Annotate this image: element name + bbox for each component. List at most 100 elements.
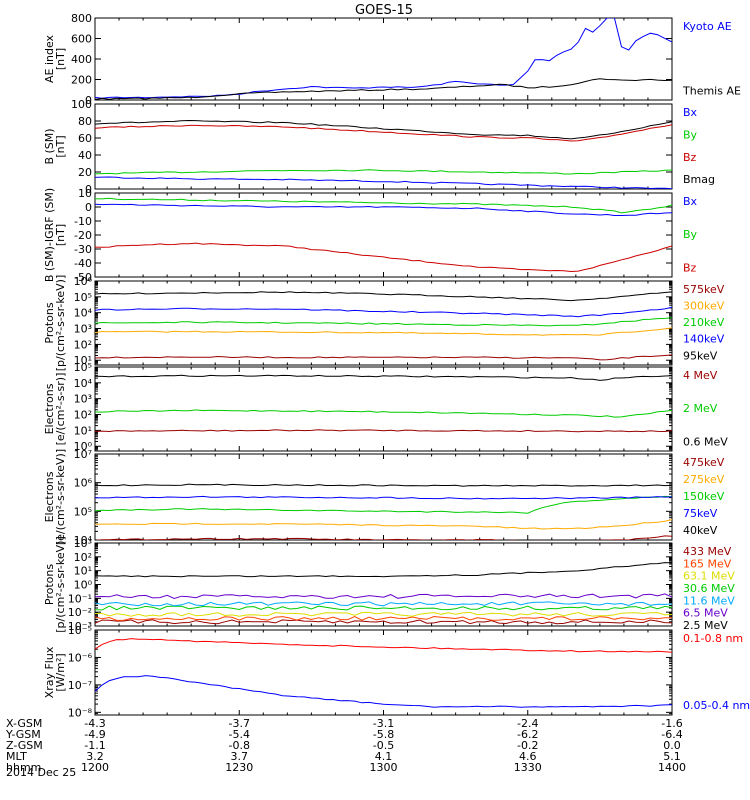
series-line-themis-ae xyxy=(95,78,672,100)
y-tick-label: 10⁰ xyxy=(74,579,93,592)
axis-row-value: 4.1 xyxy=(375,750,393,763)
legend-label: 6.5 MeV xyxy=(683,607,728,620)
axis-row-value: 1200 xyxy=(81,761,109,774)
axis-row-value: -5.8 xyxy=(373,728,394,741)
axis-row-value: -1.1 xyxy=(84,739,105,752)
series-line-63-1-mev xyxy=(95,611,672,617)
series-line-210kev xyxy=(95,317,672,327)
panel-ae: 0 200 400 600 800 AE index[nT] Kyoto AE Themis … xyxy=(43,12,741,107)
y-tick-label: 10⁻² xyxy=(68,606,92,619)
y-tick-label: 20 xyxy=(78,166,92,179)
axis-row-value: 5.1 xyxy=(663,750,681,763)
series-line-0-1-0-8-nm xyxy=(95,638,672,653)
y-axis-label: B (SM) xyxy=(43,128,56,164)
axis-row-value: -3.7 xyxy=(229,717,250,730)
legend-label: 150keV xyxy=(683,490,725,503)
y-tick-label: 10⁵ xyxy=(74,361,92,374)
legend-label: 75keV xyxy=(683,507,718,520)
y-tick-label: 10⁻³ xyxy=(68,620,92,633)
axis-row-label: Y-GSM xyxy=(5,728,41,741)
plot-title: GOES-15 xyxy=(355,3,413,18)
y-axis-label: Protons xyxy=(43,564,56,605)
legend-label: 0.1-0.8 nm xyxy=(683,632,743,645)
series-line-140kev xyxy=(95,306,672,318)
y-tick-label: 400 xyxy=(71,53,92,66)
y-axis-label: [e/(cm²-s-sr)] xyxy=(54,373,67,446)
axis-row-value: -0.5 xyxy=(373,739,394,752)
panel-b_sm: 0 20 40 60 80 100 B (SM)[nT] Bx By Bz Bmag xyxy=(43,98,715,196)
axis-row-value: -5.4 xyxy=(229,728,250,741)
series-line-bz xyxy=(95,124,672,142)
axis-row-value: -2.4 xyxy=(517,717,538,730)
series-line-11-6-mev xyxy=(95,601,672,607)
legend-label: 95keV xyxy=(683,349,718,362)
y-tick-label: 100 xyxy=(71,98,92,111)
series-line-bz xyxy=(95,242,672,273)
axis-row-value: -0.2 xyxy=(517,739,538,752)
y-tick-label: 10¹ xyxy=(74,565,92,578)
series-line-300kev xyxy=(95,327,672,336)
y-tick-label: 10 xyxy=(78,187,92,200)
legend-label: 140keV xyxy=(683,333,725,346)
axis-row-value: 1400 xyxy=(658,761,686,774)
legend-label: 40keV xyxy=(683,524,718,537)
series-line-0-05-0-4-nm xyxy=(95,675,672,708)
legend-label: 0.6 MeV xyxy=(683,435,728,448)
legend-label: Kyoto AE xyxy=(683,20,732,33)
y-axis-label: AE index xyxy=(43,34,56,83)
series-line-165-mev xyxy=(95,615,672,621)
y-tick-label: 10⁻⁷ xyxy=(68,679,92,692)
series-line-bmag xyxy=(95,119,672,140)
y-tick-label: 10⁵ xyxy=(74,505,92,518)
axis-row-value: -3.1 xyxy=(373,717,394,730)
y-axis-label: [p/(cm²-s-sr-keV)] xyxy=(54,536,67,633)
legend-label: 63.1 MeV xyxy=(683,570,735,583)
axis-row-value: -0.8 xyxy=(229,739,250,752)
y-tick-label: 200 xyxy=(71,74,92,87)
legend-label: 433 MeV xyxy=(683,545,732,558)
legend-label: 2 MeV xyxy=(683,402,718,415)
y-tick-label: 80 xyxy=(78,115,92,128)
y-tick-label: 10⁴ xyxy=(74,307,93,320)
y-tick-label: -50 xyxy=(74,271,92,284)
legend-label: 475keV xyxy=(683,456,725,469)
legend-label: 300keV xyxy=(683,300,725,313)
y-axis-label: Electrons xyxy=(43,471,56,522)
y-axis-label: Electrons xyxy=(43,383,56,434)
legend-label: 165 MeV xyxy=(683,557,732,570)
panel-frame xyxy=(94,103,673,190)
series-line-95kev xyxy=(95,291,672,302)
y-axis-label: [nT] xyxy=(54,135,67,157)
panel-electrons_kev: 10⁴ 10⁵ 10⁶ 10⁷ Electrons[e/(cm²-s-sr-keV)] 4… xyxy=(43,448,725,547)
axis-row-value: 3.2 xyxy=(86,750,104,763)
y-tick-label: 10⁻⁵ xyxy=(68,624,92,637)
axis-row-value: -1.6 xyxy=(661,717,682,730)
axis-row-value: 1330 xyxy=(514,761,542,774)
y-axis-label: [nT] xyxy=(54,224,67,246)
y-tick-label: 10⁻⁸ xyxy=(68,706,93,719)
series-line-bx xyxy=(95,203,672,216)
axis-row-value: -6.4 xyxy=(661,728,682,741)
y-axis-label: [nT] xyxy=(54,48,67,70)
legend-label: Themis AE xyxy=(682,85,741,98)
y-axis-label: [W/m²] xyxy=(54,653,67,691)
series-line-475kev xyxy=(95,535,672,540)
axis-row-label: Z-GSM xyxy=(6,739,43,752)
axis-row-value: 1300 xyxy=(370,761,398,774)
series-line-2-mev xyxy=(95,409,672,418)
y-tick-label: 10⁵ xyxy=(74,291,92,304)
axis-row-value: -4.3 xyxy=(84,717,105,730)
legend-label: Bmag xyxy=(683,173,715,186)
y-tick-label: 10¹ xyxy=(74,424,92,437)
axis-row-value: -6.2 xyxy=(517,728,538,741)
y-tick-label: 10⁴ xyxy=(74,534,93,547)
series-line-150kev xyxy=(95,495,672,514)
legend-label: Bz xyxy=(683,261,697,274)
series-line-75kev xyxy=(95,495,672,500)
y-tick-label: 10³ xyxy=(74,393,92,406)
y-tick-label: 10¹ xyxy=(74,354,92,367)
axis-row-label: hhmm xyxy=(6,761,41,774)
series-line-4-mev xyxy=(95,429,672,433)
